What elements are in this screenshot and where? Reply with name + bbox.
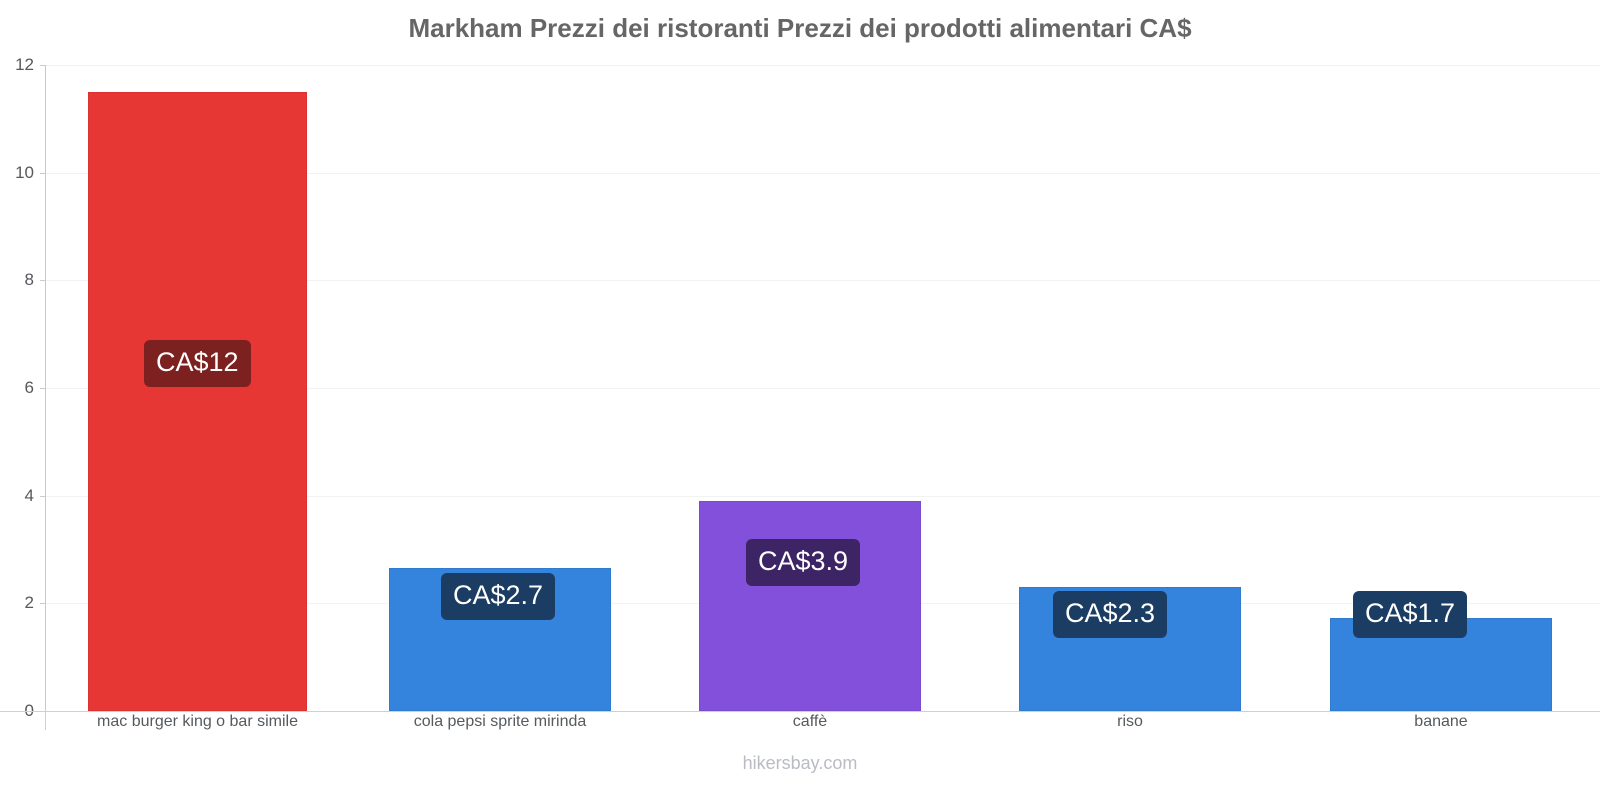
y-axis-tick-label: 12 <box>15 55 34 74</box>
bar-value-label-5: CA$1.7 <box>1353 591 1468 638</box>
y-axis-tick-label: 10 <box>15 163 34 182</box>
footer-credit: hikersbay.com <box>742 753 858 773</box>
x-axis-category-label-4: riso <box>1117 713 1143 730</box>
y-axis-tick-label: 2 <box>24 593 34 612</box>
gridline <box>46 280 1600 281</box>
y-axis-tick-label: 8 <box>24 270 34 289</box>
y-axis-tick <box>40 65 46 66</box>
gridline <box>46 388 1600 389</box>
x-axis-category-label-5: banane <box>1414 713 1468 730</box>
y-axis-tick-label: 4 <box>24 486 34 505</box>
chart-title: Markham Prezzi dei ristoranti Prezzi dei… <box>408 13 1192 43</box>
gridline <box>46 173 1600 174</box>
x-axis-category-label-1: mac burger king o bar simile <box>97 713 298 730</box>
y-axis-tick-label: 0 <box>0 701 34 721</box>
x-axis-category-label-3: caffè <box>792 713 828 730</box>
gridline <box>46 65 1600 66</box>
gridline <box>46 496 1600 497</box>
bar-1[interactable] <box>88 92 307 711</box>
bar-value-label-4: CA$2.3 <box>1053 591 1168 638</box>
y-axis-tick <box>40 496 46 497</box>
bar-value-label-2: CA$2.7 <box>441 573 556 620</box>
bar-3[interactable] <box>699 501 921 711</box>
y-axis-tick <box>40 280 46 281</box>
y-axis-tick-label: 6 <box>24 378 34 397</box>
x-axis-category-label-2: cola pepsi sprite mirinda <box>413 713 587 730</box>
y-axis-tick <box>40 603 46 604</box>
y-axis-line <box>45 65 46 713</box>
x-axis-origin-tick <box>45 712 46 730</box>
y-axis-tick <box>40 173 46 174</box>
x-axis-line <box>0 711 1600 712</box>
bar-value-label-3: CA$3.9 <box>746 539 861 586</box>
y-axis-tick <box>40 388 46 389</box>
bar-value-label-1: CA$12 <box>144 340 251 387</box>
